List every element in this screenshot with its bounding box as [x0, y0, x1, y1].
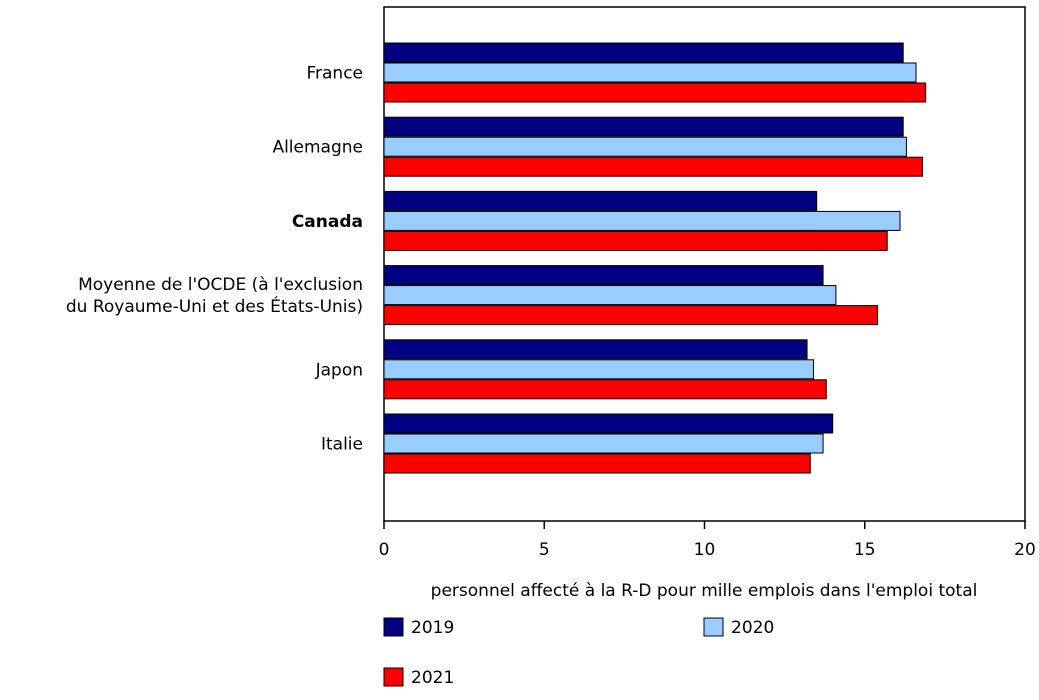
bar-2020-1: [383, 136, 907, 157]
category-label: Moyenne de l'OCDE (à l'exclusion du Royau…: [66, 275, 363, 317]
category-label-line: Canada: [292, 212, 363, 232]
bar-2021-2: [383, 230, 888, 251]
category-label-line: Japon: [315, 360, 363, 380]
bar-2021-0: [383, 82, 927, 103]
bar-2021-4: [383, 379, 827, 400]
category-label-line: Italie: [321, 435, 363, 455]
legend-swatch-2020: [703, 617, 724, 637]
x-tick-label: 10: [694, 540, 716, 560]
x-axis-ticks: 0 5 10 15 20: [379, 521, 1036, 560]
category-label: Canada: [292, 212, 363, 232]
legend-swatch-2019: [383, 617, 404, 637]
bar-2019-1: [383, 116, 904, 137]
bars-layer: [383, 42, 927, 474]
bar-2020-5: [383, 433, 824, 454]
category-label: Italie: [321, 435, 363, 455]
x-tick-label: 5: [539, 540, 550, 560]
bar-2020-4: [383, 359, 814, 380]
legend-label-2020: 2020: [731, 618, 774, 638]
x-tick-label: 0: [379, 540, 390, 560]
legend-label-2021: 2021: [411, 668, 454, 688]
bar-2020-3: [383, 285, 837, 306]
legend-swatch-2021: [383, 667, 404, 687]
bar-2019-3: [383, 265, 824, 286]
category-label: France: [306, 64, 363, 84]
bar-2019-2: [383, 190, 818, 211]
bar-2019-5: [383, 413, 834, 434]
category-label-line: Allemagne: [272, 138, 363, 158]
x-tick-label: 20: [1014, 540, 1036, 560]
bar-2019-4: [383, 339, 808, 360]
bar-2020-0: [383, 62, 917, 83]
bar-2021-5: [383, 453, 811, 474]
bar-2019-0: [383, 42, 904, 63]
category-label-line: Moyenne de l'OCDE (à l'exclusion: [78, 275, 363, 295]
bar-2020-2: [383, 210, 901, 231]
legend: 2019 2020 2021: [383, 617, 774, 688]
category-label-line: France: [306, 64, 363, 84]
category-label: Allemagne: [272, 138, 363, 158]
category-label-line: du Royaume-Uni et des États-Unis): [66, 295, 363, 317]
bar-2021-3: [383, 305, 879, 326]
x-axis-title: personnel affecté à la R-D pour mille em…: [431, 581, 978, 601]
category-labels: France Allemagne Canada Moyenne de l'OCDE (…: [66, 64, 363, 455]
legend-label-2019: 2019: [411, 618, 454, 638]
x-tick-label: 15: [854, 540, 876, 560]
category-label: Japon: [315, 360, 363, 380]
bar-2021-1: [383, 156, 923, 177]
